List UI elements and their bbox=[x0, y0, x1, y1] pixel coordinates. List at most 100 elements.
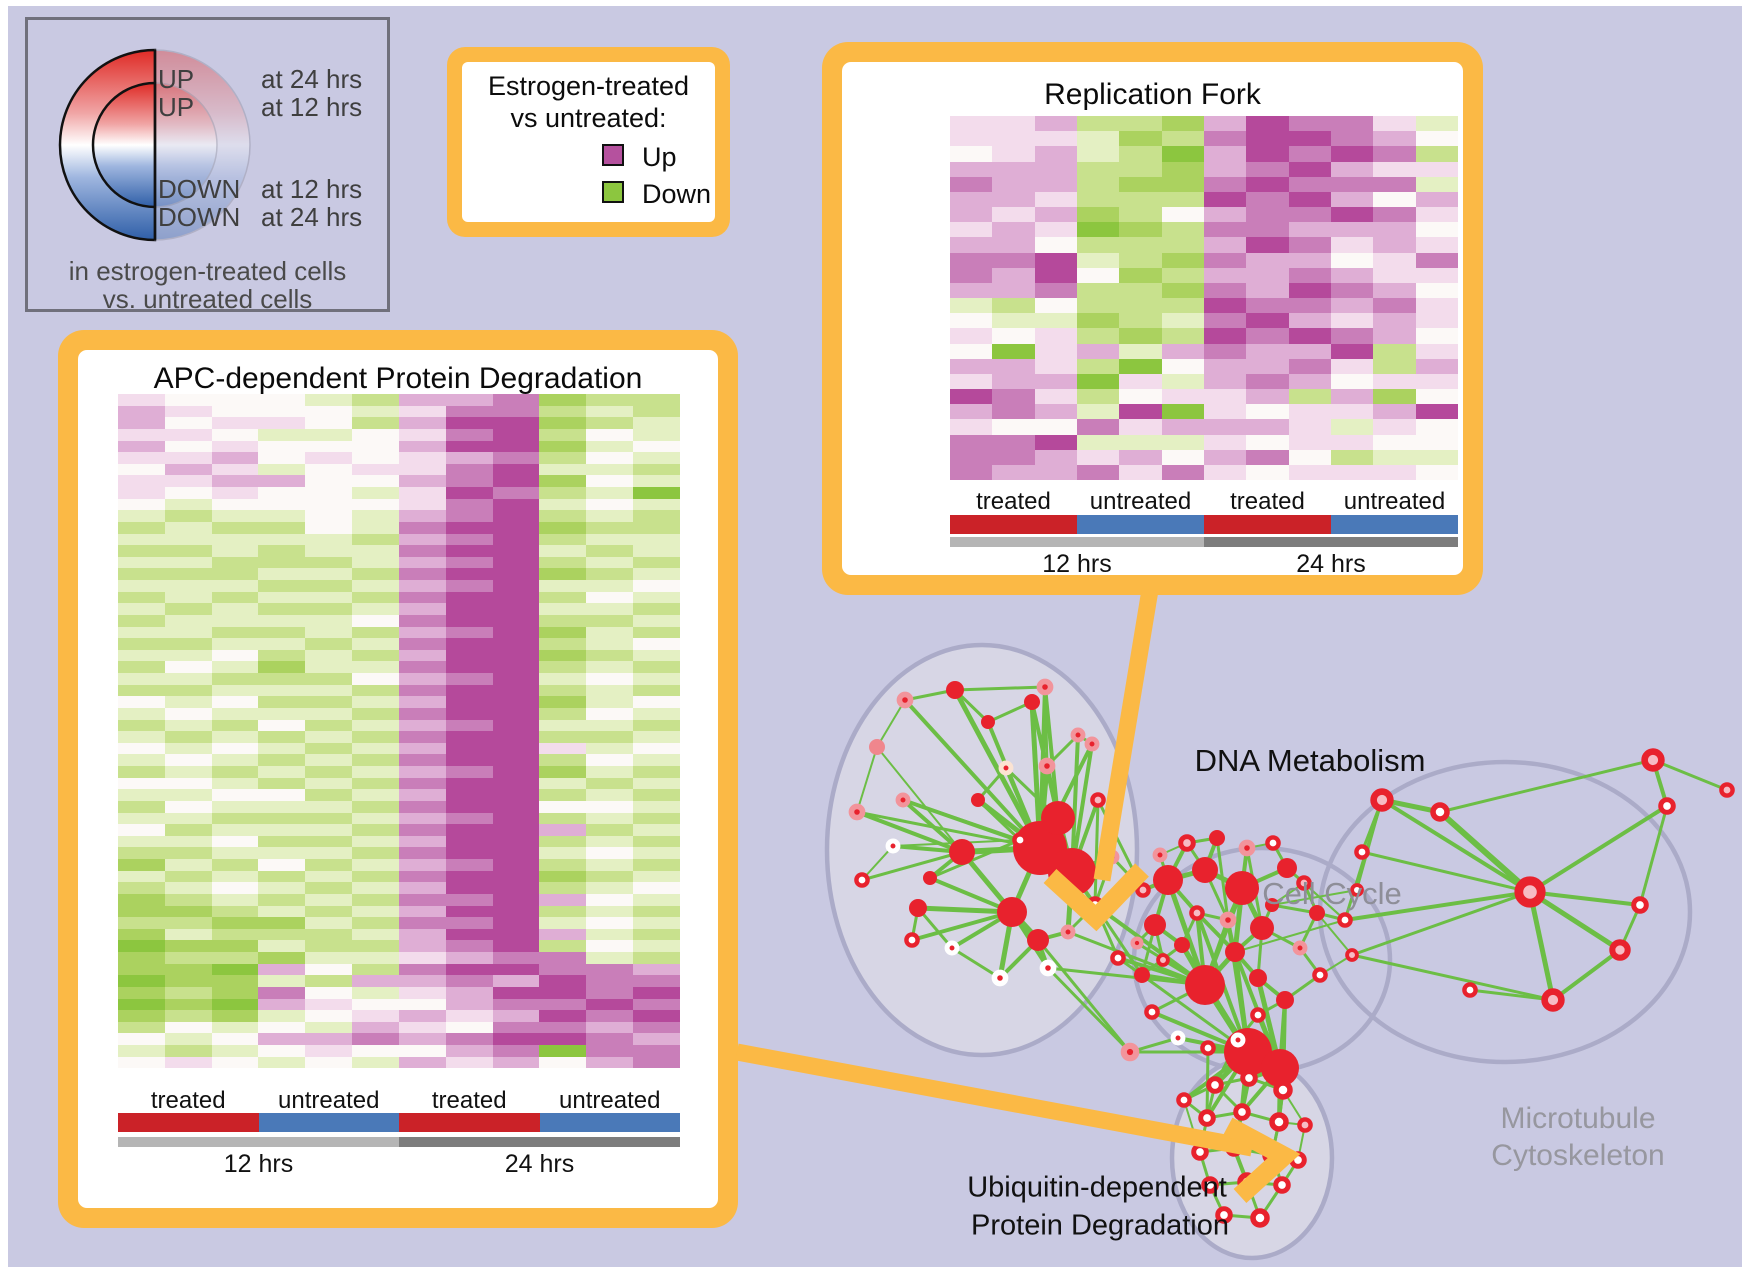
network-edge bbox=[1344, 890, 1531, 922]
heatmap-cell bbox=[1119, 282, 1162, 299]
network-edge bbox=[954, 685, 1046, 692]
down-color-swatch bbox=[602, 181, 624, 203]
heatmap-cell bbox=[633, 952, 680, 964]
heatmap-cell bbox=[1076, 404, 1120, 420]
heatmap-row bbox=[118, 521, 680, 534]
network-node bbox=[1658, 797, 1676, 815]
heatmap-cell bbox=[445, 893, 493, 906]
heatmap-cell bbox=[492, 975, 540, 987]
heatmap-cell bbox=[539, 766, 587, 778]
heatmap-cell bbox=[492, 835, 540, 848]
heatmap-cell bbox=[539, 498, 587, 511]
heatmap-cell bbox=[633, 1033, 680, 1045]
heatmap-cell bbox=[352, 952, 399, 964]
network-node bbox=[971, 793, 985, 807]
heatmap-cell bbox=[118, 591, 165, 604]
label-12hrs: 12 hrs bbox=[1042, 550, 1112, 578]
heatmap-cell bbox=[586, 661, 634, 673]
heatmap-cell bbox=[492, 998, 540, 1011]
heatmap-cell bbox=[492, 521, 540, 534]
heatmap-cell bbox=[1203, 373, 1247, 390]
network-node bbox=[1370, 788, 1394, 812]
heatmap-cell bbox=[1415, 131, 1458, 147]
network-node bbox=[848, 803, 866, 821]
heatmap-cell bbox=[118, 859, 165, 871]
heatmap-cell bbox=[1330, 313, 1374, 329]
heatmap-cell bbox=[633, 777, 680, 790]
heatmap-cell bbox=[586, 498, 634, 511]
network-node bbox=[1084, 736, 1100, 752]
heatmap-cell bbox=[118, 452, 165, 464]
heatmap-cell bbox=[1288, 434, 1331, 450]
heatmap-cell bbox=[586, 707, 634, 720]
heatmap-row bbox=[118, 731, 680, 743]
apc-degradation-heatmap bbox=[118, 394, 680, 1069]
network-edge bbox=[856, 810, 1041, 850]
heatmap-cell bbox=[539, 556, 587, 569]
heatmap-cell bbox=[1246, 404, 1289, 420]
heatmap-cell bbox=[1076, 282, 1120, 299]
heatmap-cell bbox=[118, 893, 165, 906]
heatmap-cell bbox=[258, 405, 306, 418]
heatmap-cell bbox=[305, 417, 353, 429]
heatmap-row bbox=[118, 591, 680, 604]
heatmap-cell bbox=[118, 754, 165, 766]
heatmap-cell bbox=[539, 696, 587, 708]
direction-label: UP bbox=[158, 92, 195, 122]
heatmap-cell bbox=[305, 998, 353, 1011]
heatmap-cell bbox=[211, 649, 259, 662]
heatmap-cell bbox=[258, 603, 306, 615]
heatmap-cell bbox=[492, 510, 540, 522]
heatmap-cell bbox=[164, 777, 212, 790]
network-edge bbox=[1215, 837, 1230, 921]
heatmap-cell bbox=[211, 754, 259, 766]
heatmap-cell bbox=[492, 545, 540, 557]
heatmap-cell bbox=[211, 835, 259, 848]
heatmap-cell bbox=[1161, 161, 1204, 177]
heatmap-cell bbox=[492, 893, 540, 906]
heatmap-cell bbox=[258, 882, 306, 894]
heatmap-cell bbox=[1076, 449, 1120, 465]
heatmap-cell bbox=[1246, 419, 1289, 435]
network-node bbox=[1144, 914, 1166, 936]
heatmap-cell bbox=[211, 859, 259, 871]
heatmap-cell bbox=[352, 940, 399, 952]
heatmap-cell bbox=[1373, 434, 1416, 450]
heatmap-cell bbox=[1373, 222, 1416, 238]
network-node bbox=[1261, 1049, 1299, 1087]
heatmap-cell bbox=[633, 859, 680, 871]
heatmap-cell bbox=[539, 998, 587, 1011]
heatmap-row bbox=[950, 298, 1458, 314]
heatmap-cell bbox=[445, 800, 493, 813]
network-node bbox=[1309, 905, 1325, 921]
heatmap-cell bbox=[164, 952, 212, 964]
heatmap-cell bbox=[586, 568, 634, 580]
treatment-colorbar bbox=[950, 515, 1458, 534]
heatmap-cell bbox=[492, 777, 540, 790]
heatmap-cell bbox=[398, 614, 446, 627]
heatmap-cell bbox=[398, 684, 446, 697]
heatmap-cell bbox=[258, 452, 306, 464]
heatmap-cell bbox=[1119, 267, 1162, 283]
heatmap-cell bbox=[398, 940, 446, 952]
heatmap-row bbox=[950, 222, 1458, 238]
heatmap-cell bbox=[118, 428, 165, 441]
heatmap-cell bbox=[633, 684, 680, 697]
heatmap-cell bbox=[1330, 222, 1374, 238]
heatmap-row bbox=[950, 328, 1458, 344]
heatmap-cell bbox=[118, 440, 165, 453]
heatmap-cell bbox=[164, 719, 212, 732]
heatmap-cell bbox=[1246, 464, 1289, 481]
network-node bbox=[1178, 834, 1196, 852]
heatmap-cell bbox=[164, 1033, 212, 1045]
network-node bbox=[1215, 1206, 1233, 1224]
network-edge bbox=[1043, 686, 1049, 767]
network-node bbox=[1038, 757, 1056, 775]
network-node bbox=[1250, 916, 1274, 940]
heatmap-cell bbox=[211, 800, 259, 813]
heatmap-cell bbox=[1076, 464, 1120, 481]
heatmap-cell bbox=[950, 191, 993, 208]
heatmap-row bbox=[950, 419, 1458, 435]
heatmap-cell bbox=[445, 545, 493, 557]
heatmap-cell bbox=[1246, 237, 1289, 253]
